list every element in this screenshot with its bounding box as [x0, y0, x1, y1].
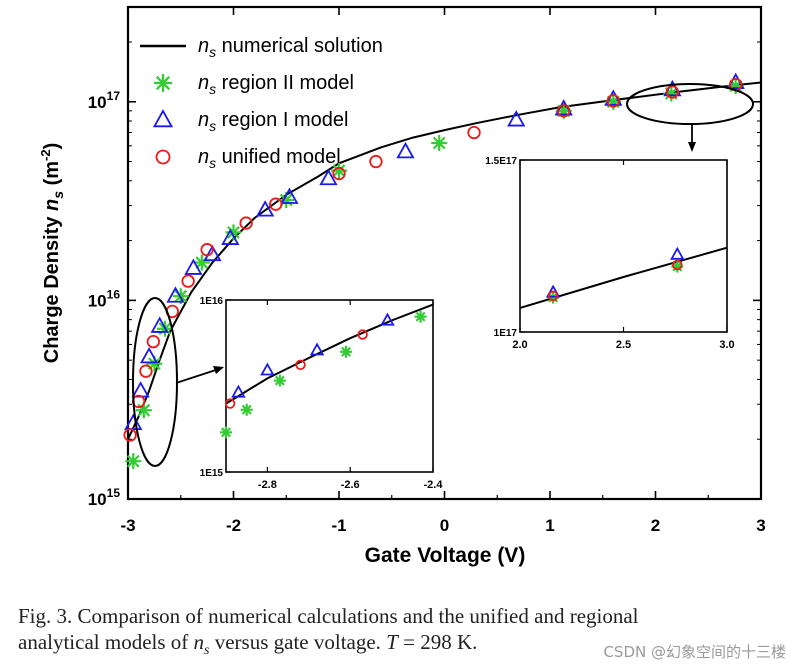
inset-left-frame: [225, 299, 434, 473]
legend-entry-text: ns region I model: [198, 109, 348, 134]
inset-left-x-tick-label: -2.8: [258, 479, 277, 491]
inset-left-region-I-model-point: [309, 342, 325, 356]
main-region-II-model-point: [431, 134, 448, 151]
inset-right-region-I-model-point: [670, 246, 685, 260]
x-tick-label: 2: [651, 516, 660, 535]
legend-circle-marker: [155, 149, 171, 165]
inset-left-region-II-model-point: [340, 345, 353, 358]
zoom-arrow-left: [175, 367, 223, 384]
main-region-I-model-point: [203, 244, 222, 262]
main-region-I-model-point: [319, 168, 338, 186]
main-region-I-model-point: [604, 89, 623, 106]
inset-left-region-II-model-point: [414, 310, 427, 323]
inset-left-numerical-line: [225, 303, 434, 405]
main-region-I-model-point: [221, 228, 240, 245]
main-unified-model-point: [606, 94, 620, 108]
main-region-II-model-point: [225, 224, 242, 241]
main-unified-model-point: [467, 125, 481, 140]
inset-left-x-tick-label: -2.6: [341, 479, 360, 491]
zoom-arrowhead-left: [213, 366, 224, 374]
zoom-ellipse-left: [132, 297, 178, 467]
watermark: CSDN @幻象空间的十三楼: [603, 643, 786, 661]
main-region-I-model-point: [131, 381, 150, 398]
legend: ns numerical solution ns region II model n…: [140, 35, 383, 171]
x-tick-label: 0: [440, 516, 449, 535]
inset-left-y-tick-label: 1E15: [200, 468, 224, 479]
main-region-I-model-point: [507, 110, 526, 127]
x-tick-label: -3: [120, 516, 135, 535]
inset-right-unified-model-point: [672, 259, 683, 271]
inset-right-marks: 2.0 2.5 3.0 1.5E17 1E17: [485, 156, 734, 351]
main-axes: -3 -2 -1 0 1 2 3 1015 1016 1017: [88, 6, 766, 535]
inset-left-region-I-model-point: [260, 362, 275, 376]
main-unified-model-point: [269, 197, 283, 211]
inset-right-frame: [519, 159, 728, 333]
x-tick-label: -1: [331, 516, 346, 535]
inset-right-y-tick-label: 1E17: [494, 328, 518, 339]
main-unified-model-point: [665, 85, 680, 99]
y-tick-label: 1015: [88, 486, 121, 509]
charge-density-chart: -3 -2 -1 0 1 2 3 1015 1016 1017 Charge Density ns…: [38, 5, 766, 567]
inset-left-marks: -2.8 -2.6 -2.4 1E16 1E15: [200, 296, 444, 491]
inset-right-x-tick-label: 2.5: [616, 339, 631, 351]
legend-triangle-marker: [152, 109, 174, 128]
caption-line-1: Fig. 3. Comparison of numerical calculat…: [18, 604, 639, 628]
y-tick-label: 1017: [88, 89, 121, 112]
main-unified-model-point: [139, 364, 153, 378]
inset-left-unified-model-point: [224, 398, 236, 409]
figure-caption: Fig. 3. Comparison of numerical calculat…: [18, 603, 784, 664]
main-unified-model-point: [146, 334, 160, 349]
main-region-I-model-point: [166, 286, 185, 303]
main-unified-model-point: [181, 274, 195, 288]
main-unified-model-point: [200, 243, 214, 257]
x-tick-label: 1: [545, 516, 554, 535]
main-region-I-model-point: [150, 316, 169, 333]
inset-left-unified-model-point: [295, 359, 306, 371]
main-region-II-model-point: [125, 453, 142, 470]
inset-right-x-tick-label: 3.0: [719, 339, 734, 351]
inset-right-y-tick-label: 1.5E17: [485, 156, 517, 167]
main-region-I-model-point: [184, 258, 203, 275]
inset-left-region-I-model-point: [380, 312, 395, 326]
main-region-I-model-point: [124, 413, 143, 430]
main-region-I-model-point: [396, 141, 415, 159]
zoom-arrowhead-right: [688, 142, 696, 152]
legend-asterisk-marker: [154, 74, 172, 92]
main-region-I-model-point: [256, 200, 275, 217]
inset-left-region-II-model-point: [273, 374, 286, 387]
caption-line-2: analytical models of ns versus gate volt…: [18, 630, 478, 659]
main-unified-model-point: [123, 428, 137, 442]
main-unified-model-point: [369, 154, 383, 169]
legend-entry-text: ns unified model: [198, 146, 341, 171]
inset-left-x-tick-label: -2.4: [424, 479, 444, 491]
inset-left-region-II-model-point: [220, 426, 232, 439]
inset-left-region-II-model-point: [240, 403, 253, 416]
main-unified-model-point: [239, 216, 253, 230]
x-tick-label: 3: [756, 516, 765, 535]
inset-right-x-tick-label: 2.0: [512, 339, 527, 351]
inset-left-unified-model-point: [357, 329, 368, 340]
main-unified-model-point: [557, 104, 571, 118]
x-tick-label: -2: [226, 516, 241, 535]
inset-left-y-tick-label: 1E16: [200, 296, 224, 307]
legend-entry-text: ns region II model: [198, 72, 354, 97]
zoom-ellipse-right: [626, 83, 754, 125]
legend-entry-text: ns numerical solution: [198, 35, 383, 60]
main-unified-model-point: [332, 166, 346, 181]
y-tick-label: 1016: [88, 287, 121, 310]
y-axis-label: Charge Density ns (m-2): [38, 143, 66, 364]
main-region-I-model-point: [280, 187, 299, 204]
main-plot-marks: [123, 72, 762, 470]
inset-left-region-I-model-point: [231, 384, 246, 398]
main-region-I-model-point: [139, 346, 159, 364]
x-axis-label: Gate Voltage (V): [365, 544, 526, 567]
inset-right-unified-model-point: [547, 290, 559, 302]
